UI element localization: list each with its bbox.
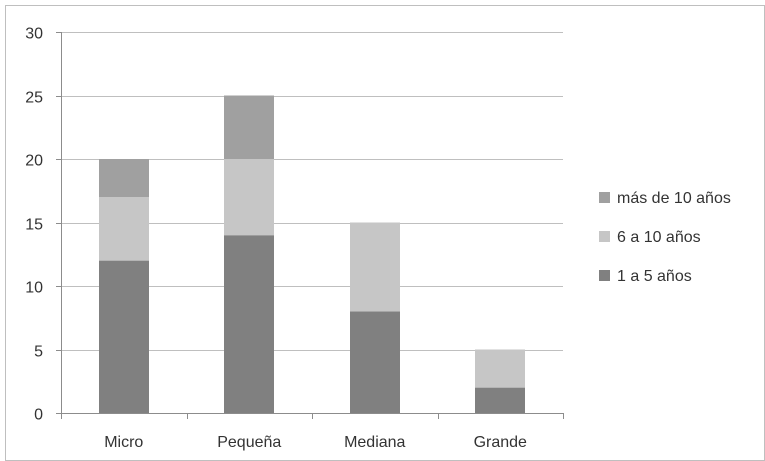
bar-0-0 [99, 260, 149, 413]
bar-2-1 [350, 222, 400, 312]
y-tick-label: 30 [25, 26, 43, 43]
bar-0-1 [99, 197, 149, 261]
x-category-label: Grande [474, 434, 527, 451]
bar-2-0 [350, 311, 400, 413]
y-tick-label: 5 [34, 344, 43, 361]
bar-3-0 [475, 387, 525, 413]
bar-1-2 [224, 95, 274, 159]
x-category-label: Pequeña [217, 434, 281, 451]
axes [56, 32, 564, 419]
x-category-label: Mediana [344, 434, 405, 451]
legend-label: más de 10 años [617, 190, 731, 207]
legend: más de 10 años 6 a 10 años 1 a 5 años [599, 190, 731, 285]
bar-1-1 [224, 159, 274, 236]
bars [99, 95, 525, 413]
y-tick-label: 20 [25, 153, 43, 170]
bar-1-0 [224, 235, 274, 413]
legend-label: 1 a 5 años [617, 268, 692, 285]
y-tick-label: 0 [34, 407, 43, 424]
y-tick-labels: 0 5 10 15 20 25 30 [25, 26, 43, 424]
legend-swatch [599, 192, 610, 203]
y-tick-label: 25 [25, 90, 43, 107]
bar-3-1 [475, 349, 525, 388]
legend-swatch [599, 231, 610, 242]
legend-swatch [599, 270, 610, 281]
x-category-label: Micro [104, 434, 143, 451]
legend-label: 6 a 10 años [617, 229, 701, 246]
bar-0-2 [99, 159, 149, 198]
x-category-labels: Micro Pequeña Mediana Grande [104, 434, 527, 451]
y-tick-label: 10 [25, 280, 43, 297]
y-tick-label: 15 [25, 217, 43, 234]
